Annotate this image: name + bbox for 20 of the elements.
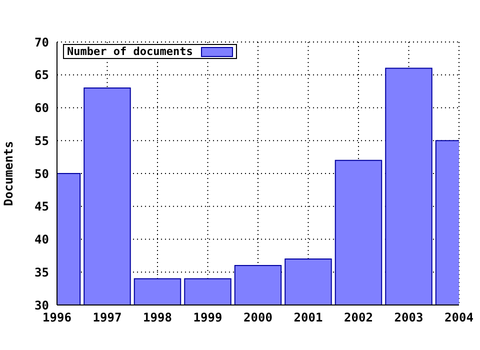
y-tick-label: 60 bbox=[34, 101, 49, 116]
x-tick-label: 2004 bbox=[444, 310, 474, 325]
x-tick-label: 1997 bbox=[92, 310, 122, 325]
y-axis-title: Documents bbox=[1, 140, 16, 206]
x-tick-label: 1998 bbox=[143, 310, 172, 325]
y-tick-label: 45 bbox=[34, 200, 49, 214]
y-tick-label: 50 bbox=[34, 166, 49, 181]
y-tick-label: 70 bbox=[34, 35, 49, 50]
y-tick-label: 35 bbox=[34, 265, 49, 280]
x-tick-label: 2001 bbox=[294, 310, 323, 325]
x-tick-label: 2002 bbox=[344, 310, 373, 325]
x-tick-label: 2003 bbox=[394, 310, 424, 325]
y-tick-label: 55 bbox=[34, 134, 49, 148]
y-tick-label: 40 bbox=[34, 232, 49, 247]
y-tick-label: 65 bbox=[34, 68, 49, 82]
y-tick-label: 30 bbox=[34, 298, 49, 312]
x-tick-label: 1999 bbox=[193, 310, 222, 325]
x-tick-label: 1996 bbox=[42, 310, 72, 325]
x-tick-label: 2000 bbox=[244, 310, 272, 325]
legend-label: Number of documents bbox=[67, 45, 193, 58]
